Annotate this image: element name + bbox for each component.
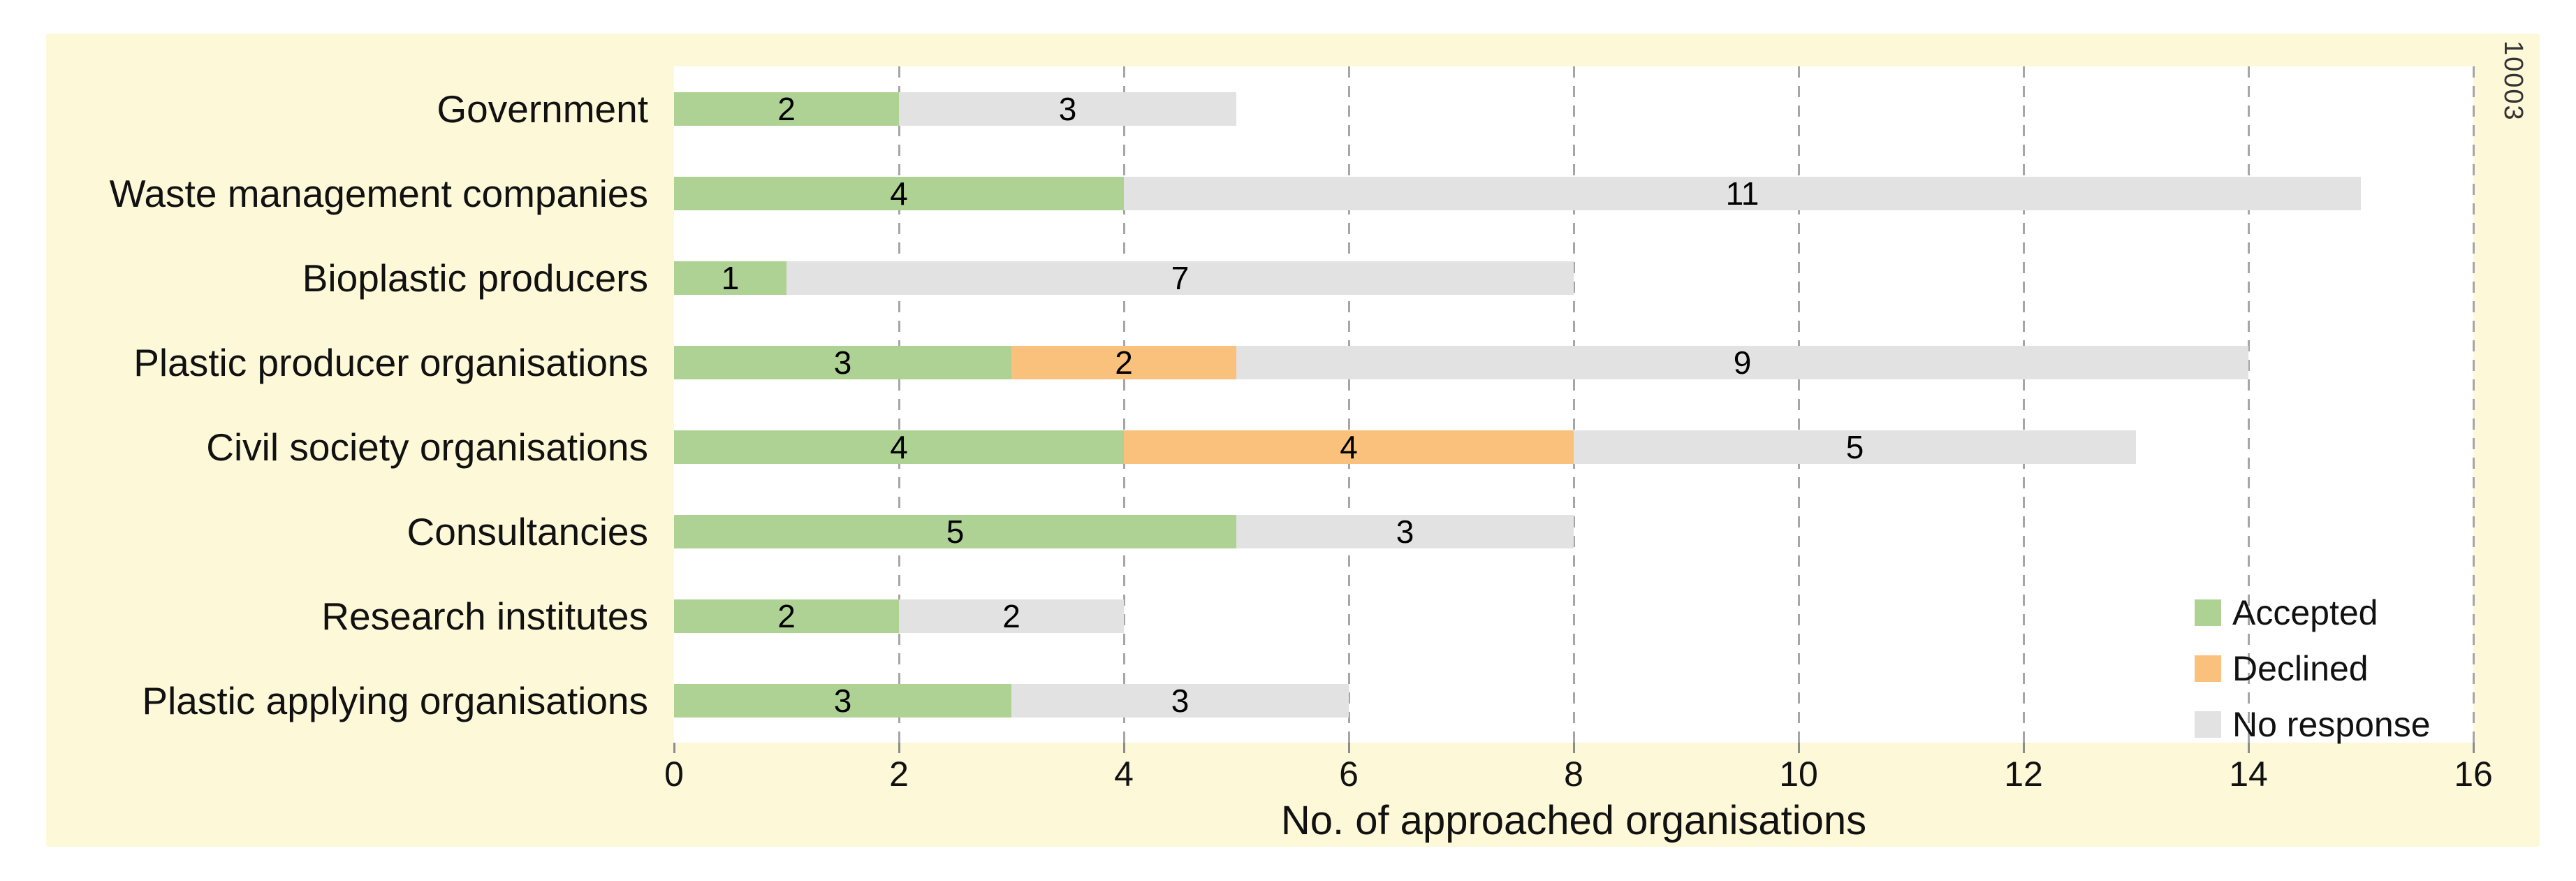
bar-value-label: 3 xyxy=(1396,513,1414,550)
x-tick-label: 12 xyxy=(2004,755,2043,794)
category-label: Consultancies xyxy=(407,509,648,553)
x-tick-mark xyxy=(1797,743,1800,753)
bar-value-label: 4 xyxy=(1340,428,1358,465)
bar-value-label: 5 xyxy=(1845,428,1864,465)
bar-value-label: 3 xyxy=(1058,90,1077,127)
bar-segment-no-response: 2 xyxy=(899,599,1124,633)
bar-segment-no-response: 11 xyxy=(1124,175,2361,212)
x-tick-mark xyxy=(673,743,675,753)
bar-value-label: 3 xyxy=(833,682,852,719)
gridline xyxy=(1797,66,1800,743)
bar-segment-no-response: 9 xyxy=(1236,344,2248,381)
legend-label: Declined xyxy=(2232,649,2369,688)
bar-segment-no-response: 3 xyxy=(1011,682,1349,719)
x-tick-mark xyxy=(2472,743,2475,753)
bar-segment-declined: 2 xyxy=(1011,344,1236,381)
x-tick-label: 16 xyxy=(2454,755,2493,794)
plot-area: 2 3 4 11 1 7 3 2 9 4 4 5 5 3 2 2 3 3 0 2 4 6 8 10 12 14 16 No. of… xyxy=(664,66,2493,843)
bar-segment-accepted: 4 xyxy=(674,175,1124,212)
gridline xyxy=(2247,66,2250,743)
legend: Accepted Declined No response xyxy=(2195,595,2431,742)
category-label: Waste management companies xyxy=(109,171,648,215)
legend-item: Declined xyxy=(2195,651,2431,686)
x-tick-label: 2 xyxy=(889,755,909,794)
bar-value-label: 3 xyxy=(1171,682,1190,719)
x-tick-label: 4 xyxy=(1114,755,1134,794)
category-label: Bioplastic producers xyxy=(302,256,648,300)
gridline xyxy=(1572,66,1575,743)
bar-segment-accepted: 3 xyxy=(674,682,1011,719)
figure-number-label: 10003 xyxy=(2498,41,2528,122)
bar-segment-accepted: 5 xyxy=(674,513,1236,550)
x-tick-mark xyxy=(898,743,900,753)
bar-value-label: 1 xyxy=(721,259,740,296)
bar-value-label: 2 xyxy=(1115,344,1133,381)
bar-value-label: 11 xyxy=(1725,175,1759,212)
category-label: Research institutes xyxy=(321,594,648,638)
x-tick-mark xyxy=(2022,743,2025,753)
x-tick-mark xyxy=(1572,743,1575,753)
x-tick-label: 8 xyxy=(1564,755,1583,794)
bar-value-label: 3 xyxy=(833,344,852,381)
legend-swatch-icon xyxy=(2195,599,2221,626)
x-tick-label: 0 xyxy=(664,755,684,794)
gridline xyxy=(1347,66,1350,743)
bar-value-label: 9 xyxy=(1733,344,1752,381)
x-axis-title: No. of approached organisations xyxy=(1280,798,1867,843)
gridline xyxy=(1122,66,1125,743)
bar-segment-no-response: 3 xyxy=(1236,513,1574,550)
legend-item: No response xyxy=(2195,707,2431,742)
bar-segment-no-response: 7 xyxy=(786,261,1574,295)
gridline xyxy=(2472,66,2475,743)
bar-value-label: 7 xyxy=(1171,259,1190,296)
gridline xyxy=(2022,66,2025,743)
bar-value-label: 2 xyxy=(1002,597,1020,634)
bar-value-label: 2 xyxy=(777,597,796,634)
legend-label: Accepted xyxy=(2232,593,2378,632)
legend-item: Accepted xyxy=(2195,595,2431,630)
bar-segment-accepted: 2 xyxy=(674,599,899,633)
gridline xyxy=(898,66,900,743)
x-tick-mark xyxy=(1122,743,1125,753)
legend-swatch-icon xyxy=(2195,655,2221,682)
bar-value-label: 2 xyxy=(777,90,796,127)
bar-segment-no-response: 5 xyxy=(1574,430,2136,464)
x-tick-label: 14 xyxy=(2229,755,2268,794)
bar-segment-accepted: 3 xyxy=(674,344,1011,381)
bar-segment-declined: 4 xyxy=(1124,430,1574,464)
x-tick-mark xyxy=(2247,743,2250,753)
x-tick-label: 6 xyxy=(1339,755,1359,794)
x-tick-label: 10 xyxy=(1779,755,1818,794)
category-label: Government xyxy=(437,87,648,131)
category-label: Plastic applying organisations xyxy=(142,678,648,722)
bar-value-label: 5 xyxy=(946,513,965,550)
legend-swatch-icon xyxy=(2195,711,2221,738)
bar-value-label: 4 xyxy=(890,175,908,212)
category-label: Plastic producer organisations xyxy=(133,340,648,384)
bar-segment-accepted: 1 xyxy=(674,261,786,295)
bar-segment-accepted: 4 xyxy=(674,430,1124,464)
x-tick-mark xyxy=(1347,743,1350,753)
legend-label: No response xyxy=(2232,705,2431,744)
category-label: Civil society organisations xyxy=(206,425,648,469)
bar-value-label: 4 xyxy=(890,428,908,465)
bar-segment-no-response: 3 xyxy=(899,92,1236,126)
bar-segment-accepted: 2 xyxy=(674,92,899,126)
category-axis: Government Waste management companies Biop… xyxy=(46,66,661,743)
